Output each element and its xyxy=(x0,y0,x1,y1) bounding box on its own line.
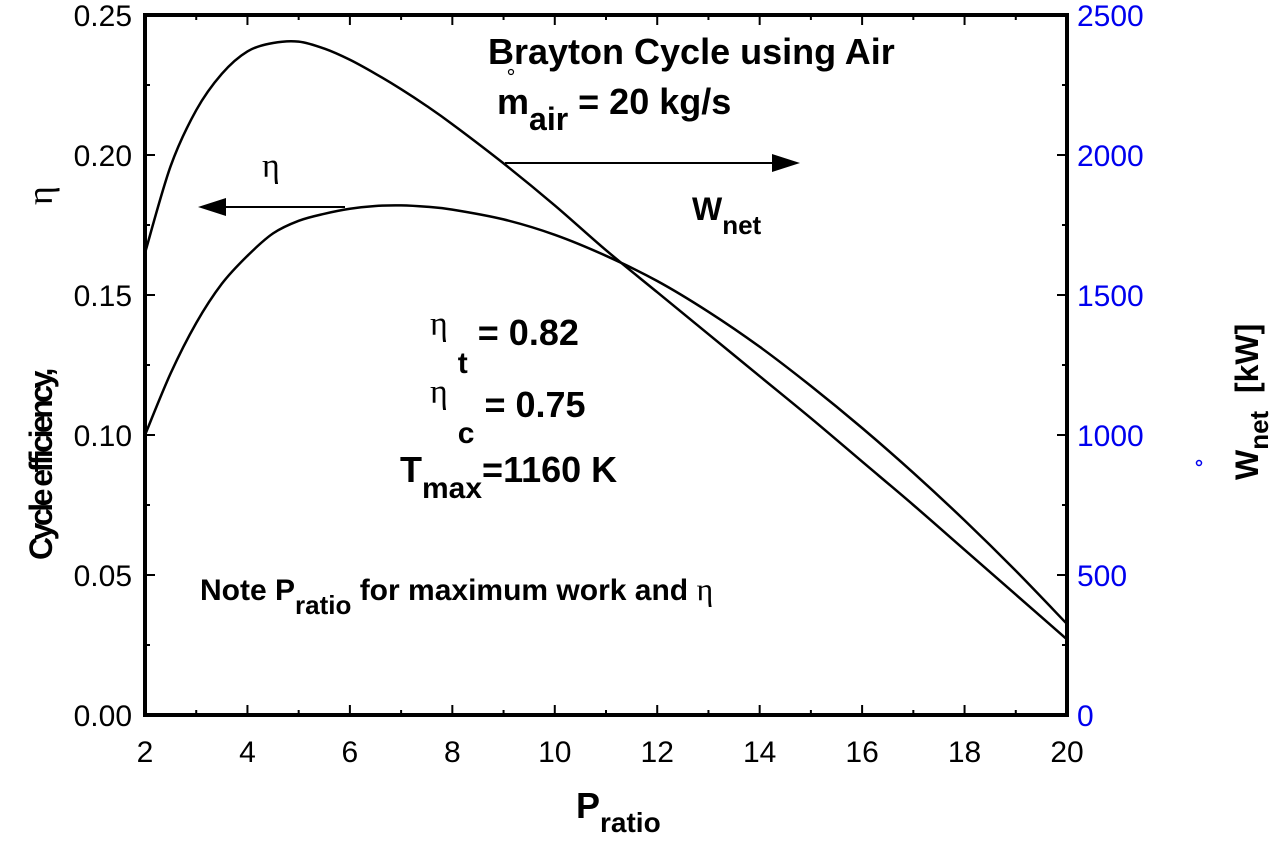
x-axis-label: Pratio xyxy=(576,785,661,838)
chart-title-line2: mair = 20 kg/s xyxy=(497,81,731,137)
y-left-tick-label: 0.15 xyxy=(74,280,132,313)
note-annotation: Note Pratio for maximum work and η xyxy=(200,571,713,620)
eta-t-value: = 0.82 xyxy=(468,312,579,353)
y-right-tick-label: 1500 xyxy=(1077,280,1144,313)
y-right-axis-label: Wnet [kW] xyxy=(1229,324,1272,480)
eta-curve-label: η xyxy=(262,148,280,185)
tmax-value: =1160 K xyxy=(482,449,617,490)
tmax-sub: max xyxy=(422,472,482,505)
y-left-tick-label: 0.10 xyxy=(74,420,132,453)
eta-t-symbol: η xyxy=(430,306,448,343)
x-axis-label-main: P xyxy=(576,785,600,826)
y-right-tick-label: 1000 xyxy=(1077,420,1144,453)
eta-c-sub: c xyxy=(458,417,475,450)
x-tick-label: 14 xyxy=(743,736,776,769)
y-right-tick-label: 2000 xyxy=(1077,140,1144,173)
tmax-main: T xyxy=(400,449,422,490)
wnet-label-sub: net xyxy=(722,210,761,240)
wnet-label-main: W xyxy=(692,191,723,227)
note-symbol: η xyxy=(696,571,713,607)
axis-ticks xyxy=(144,14,1068,716)
x-tick-label: 4 xyxy=(239,736,256,769)
chart-title-line1: Brayton Cycle using Air xyxy=(488,31,895,72)
title-mass-symbol: m xyxy=(497,81,529,122)
eta-c-annotation: ηc = 0.75 xyxy=(430,374,586,450)
y-left-axis-symbol: η xyxy=(20,186,60,205)
series-wnet-line xyxy=(143,39,1068,641)
y-left-tick-label: 0.00 xyxy=(74,700,132,733)
y-left-tick-label: 0.20 xyxy=(74,140,132,173)
y-left-tick-label: 0.05 xyxy=(74,560,132,593)
note-after: for maximum work and xyxy=(351,574,696,607)
x-tick-label: 2 xyxy=(137,736,154,769)
y-right-tick-label: 500 xyxy=(1077,560,1127,593)
y-left-tick-label: 0.25 xyxy=(74,0,132,33)
x-tick-label: 10 xyxy=(538,736,571,769)
arrow-eta-left xyxy=(198,198,345,216)
eta-t-annotation: ηt = 0.82 xyxy=(430,306,579,380)
series-eta-line xyxy=(143,204,1068,625)
x-tick-label: 16 xyxy=(845,736,878,769)
axis-tick-labels: 2 4 6 8 10 12 14 16 18 20 0.00 0.05 0.10 0.15 0.20 0.25… xyxy=(74,0,1144,769)
x-tick-label: 12 xyxy=(641,736,674,769)
tmax-annotation: Tmax=1160 K xyxy=(400,449,617,505)
y-right-tick-label: 2500 xyxy=(1077,0,1144,33)
eta-c-symbol: η xyxy=(430,374,448,411)
eta-t-sub: t xyxy=(458,347,468,380)
y-left-axis-label: Cycle efficiency, xyxy=(23,369,59,560)
x-axis-label-sub: ratio xyxy=(600,807,661,838)
x-tick-label: 8 xyxy=(444,736,461,769)
note-before: Note P xyxy=(200,574,295,607)
note-sub: ratio xyxy=(295,590,351,620)
y-right-tick-label: 0 xyxy=(1077,700,1094,733)
mass-flow-dot xyxy=(507,68,515,76)
title-mass-sub: air xyxy=(529,101,568,137)
arrow-wnet-right xyxy=(505,154,800,172)
x-tick-label: 18 xyxy=(948,736,981,769)
y-right-label-dot xyxy=(1195,459,1203,467)
x-tick-label: 6 xyxy=(342,736,359,769)
eta-c-value: = 0.75 xyxy=(474,384,585,425)
y-right-label-sub: net xyxy=(1244,410,1272,449)
y-right-label-main: W xyxy=(1229,449,1265,480)
y-right-label-unit: [kW] xyxy=(1229,324,1265,411)
x-tick-label: 20 xyxy=(1050,736,1083,769)
wnet-curve-label: Wnet xyxy=(692,191,762,240)
title-mass-value: = 20 kg/s xyxy=(568,81,731,122)
